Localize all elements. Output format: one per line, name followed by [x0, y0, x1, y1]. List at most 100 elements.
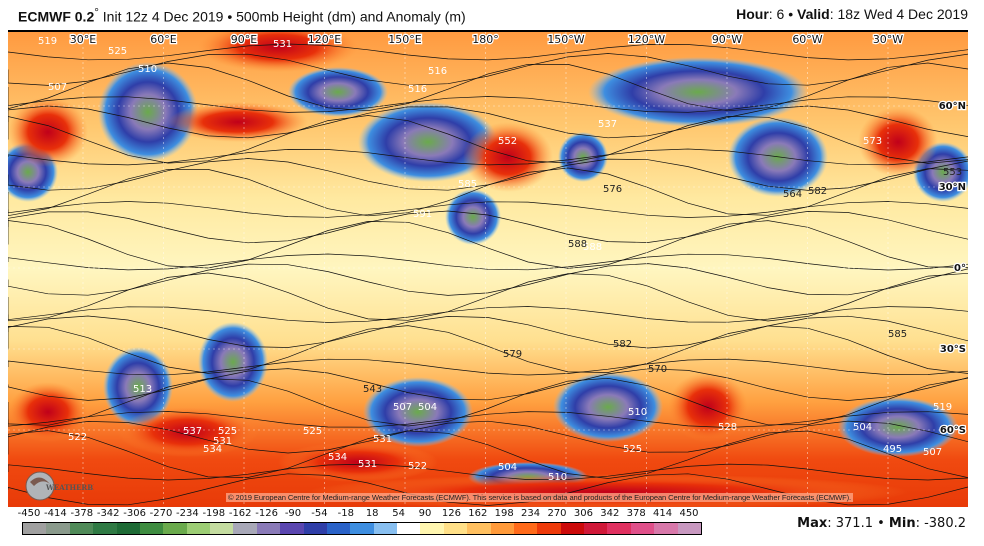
colorbar-tick: -450: [17, 508, 41, 519]
positive-anomaly: [668, 372, 748, 442]
colorbar-swatch: [23, 523, 47, 534]
colorbar-swatch: [280, 523, 304, 534]
contour-label: 510: [138, 64, 157, 75]
colorbar-swatch: [420, 523, 444, 534]
height-contour: [8, 253, 968, 271]
contour-label: 525: [303, 426, 322, 437]
contour-label: 585: [458, 179, 477, 190]
height-contour: [8, 411, 968, 428]
colorbar-tick: -18: [337, 508, 354, 519]
min-value: : -380.2: [915, 516, 966, 531]
colorbar-tick: 162: [468, 508, 488, 519]
colorbar-tick: 270: [547, 508, 567, 519]
max-value: : 371.1 •: [827, 516, 889, 531]
degree-mark: °: [94, 6, 99, 19]
contour-label: 591: [413, 209, 432, 220]
contour-label: 522: [68, 432, 87, 443]
logo-text: WEATHERBELL: [45, 483, 94, 492]
model-name: ECMWF 0.2: [18, 8, 95, 25]
contour-labels: 5195255315165105075525375855915165885735…: [38, 36, 962, 483]
colorbar-swatch: [210, 523, 234, 534]
contour-label: 576: [603, 184, 622, 195]
longitude-labels: 30°E 60°E 90°E 120°E 150°E 180° 150°W 120°W 90°W…: [69, 32, 905, 47]
contour-label: 525: [108, 46, 127, 57]
contour-label: 543: [363, 384, 382, 395]
negative-anomaly: [445, 189, 501, 245]
min-label: Min: [888, 516, 916, 531]
colorbar-swatch: [46, 523, 70, 534]
colorbar-swatch: [630, 523, 655, 534]
height-contour: [8, 368, 968, 401]
negative-anomaly: [103, 347, 173, 427]
height-contour: [8, 272, 968, 322]
contour-label: 510: [628, 407, 647, 418]
latitude-label: 0°: [954, 263, 966, 274]
colorbar-tick: 18: [365, 508, 379, 519]
negative-anomaly: [198, 322, 268, 402]
colorbar-swatch: [443, 523, 468, 534]
latitude-labels: 60°N 30°N 0° 30°S 60°S: [937, 100, 967, 438]
contour-label: 516: [428, 66, 447, 77]
contour-label: 522: [408, 461, 427, 472]
height-contour: [8, 306, 968, 323]
contour-label: 588: [583, 242, 602, 253]
colorbar-tick: 90: [418, 508, 432, 519]
colorbar-swatch: [186, 523, 210, 534]
weatherbell-logo: WEATHERBELL: [25, 471, 94, 501]
contour-label: 510: [548, 472, 567, 483]
positive-anomaly: [8, 97, 88, 167]
map-title: ECMWF 0.2° Init 12z 4 Dec 2019 • 500mb H…: [18, 6, 466, 25]
colorbar-tick: -378: [70, 508, 94, 519]
contour-label: 582: [613, 339, 632, 350]
contour-label: 537: [598, 119, 617, 130]
contour-label: 504: [853, 422, 872, 433]
colorbar-swatch: [560, 523, 584, 534]
height-contours: [8, 43, 968, 506]
max-label: Max: [797, 516, 828, 531]
contour-label: 513: [133, 384, 152, 395]
longitude-label: 60°E: [150, 33, 176, 46]
contour-label: 579: [503, 349, 522, 360]
height-contour: [8, 201, 968, 218]
longitude-label: 30°W: [873, 33, 903, 46]
positive-anomaly: [8, 382, 88, 442]
contour-label: 582: [808, 186, 827, 197]
height-contour: [8, 105, 968, 139]
colorbar-tick: 234: [521, 508, 541, 519]
anomaly-map: 30°E 60°E 90°E 120°E 150°E 180° 150°W 120°W 90°W…: [8, 30, 968, 507]
colorbar-tick: -90: [284, 508, 302, 519]
valid-time: Hour: 6 • Valid: 18z Wed 4 Dec 2019: [736, 6, 968, 22]
colorbar-tick: 198: [494, 508, 514, 519]
contour-label: 573: [863, 136, 882, 147]
colorbar-swatch: [584, 523, 608, 534]
colorbar-swatch: [256, 523, 281, 534]
positive-anomaly: [198, 32, 358, 72]
longitude-label: 150°W: [547, 33, 584, 46]
contour-label: 534: [203, 444, 222, 455]
contour-label: 495: [883, 444, 902, 455]
longitude-label: 120°E: [308, 33, 341, 46]
contour-label: 507: [923, 447, 942, 458]
height-contour: [8, 148, 968, 166]
contour-label: 531: [213, 436, 232, 447]
colorbar-tick: 126: [441, 508, 461, 519]
contour-label: 525: [218, 426, 237, 437]
height-contour: [8, 315, 968, 349]
height-contour: [8, 167, 968, 217]
colorbar-tick: -54: [311, 508, 328, 519]
contour-label: 531: [273, 39, 292, 50]
colorbar-tick: 306: [573, 508, 593, 519]
height-contour: [8, 96, 968, 113]
contour-label: 570: [648, 364, 667, 375]
longitude-label: 30°E: [70, 33, 96, 46]
colorbar-swatch: [139, 523, 164, 534]
height-contour: [8, 463, 968, 481]
hour-value: : 6 •: [768, 6, 798, 22]
colorbar-tick: -198: [202, 508, 226, 519]
colorbar-swatch: [467, 523, 491, 534]
longitude-label: 90°E: [231, 33, 257, 46]
contour-label: 537: [183, 426, 202, 437]
contour-label: 588: [568, 239, 587, 250]
height-contour: [8, 420, 968, 454]
colorbar-swatch: [303, 523, 327, 534]
